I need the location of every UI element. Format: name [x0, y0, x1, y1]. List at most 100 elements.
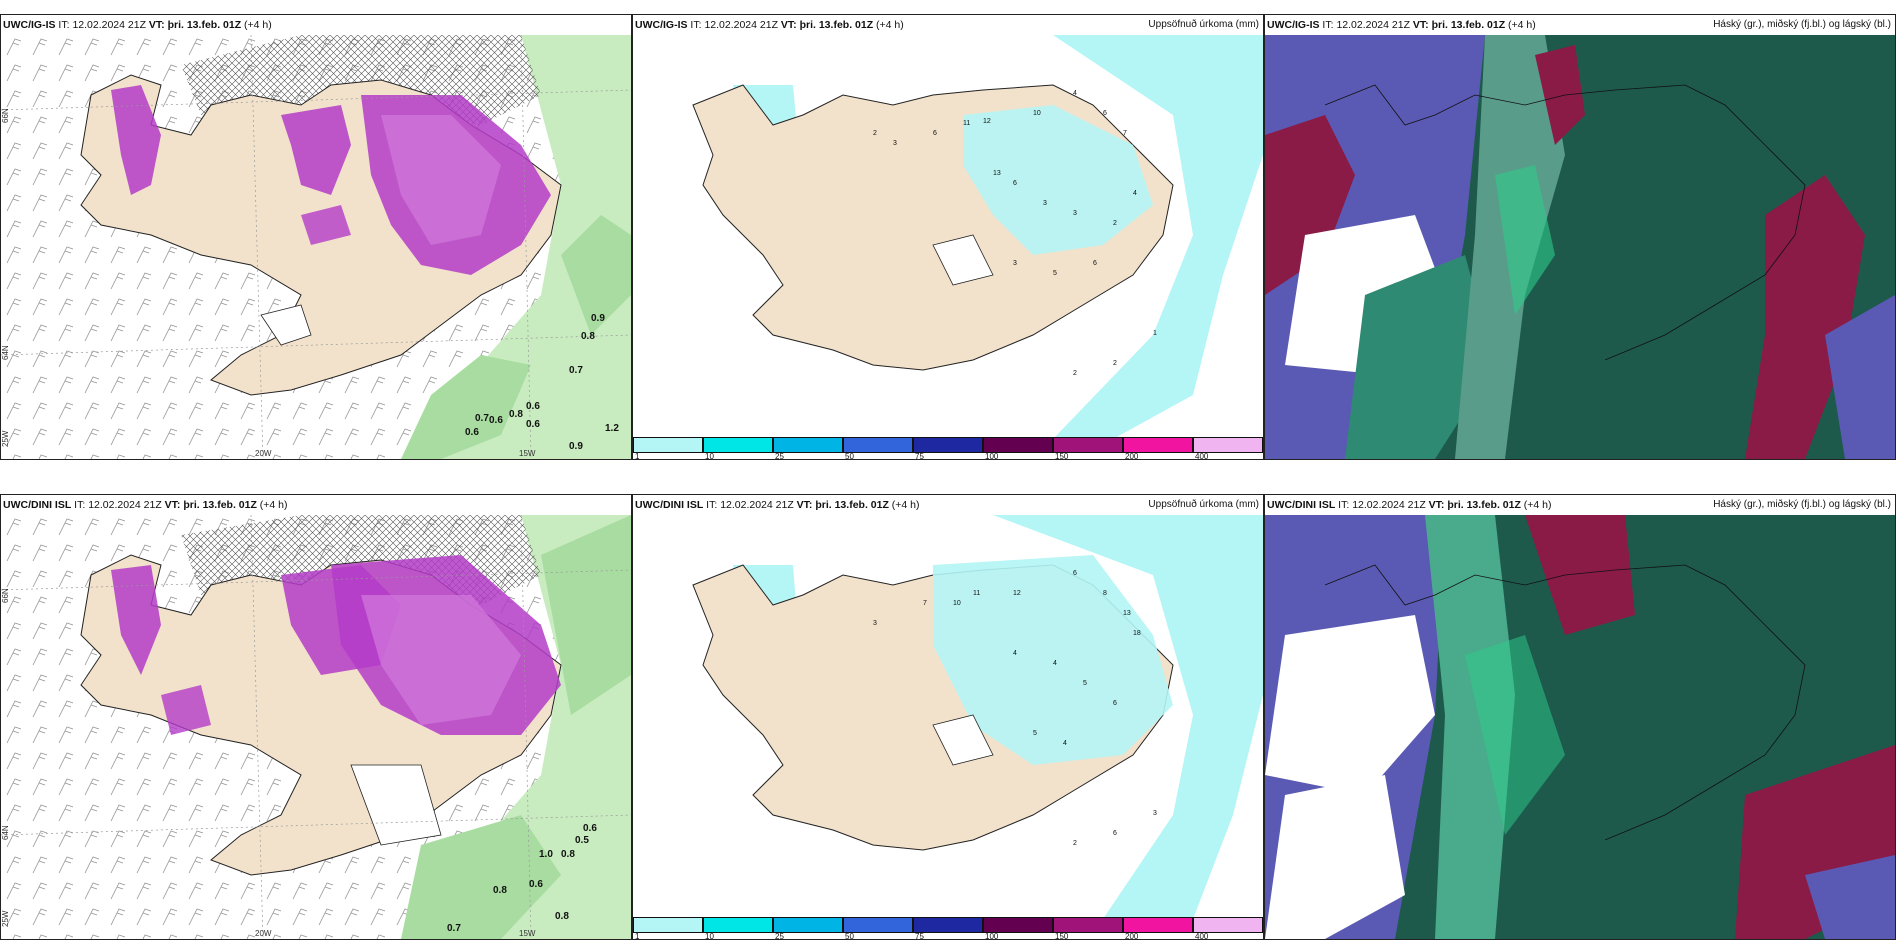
- scale-swatch: [773, 437, 843, 453]
- vt-value: þri. 13.feb. 01Z: [183, 499, 257, 511]
- cloud-cover-map: [1265, 35, 1895, 459]
- scale-swatch: [633, 917, 703, 933]
- value-label: 0.6: [489, 415, 503, 426]
- graticule: [1, 35, 631, 459]
- svg-text:7: 7: [1123, 130, 1127, 137]
- model-name: UWC/IG-IS: [3, 19, 56, 31]
- model-name: UWC/IG-IS: [1267, 19, 1320, 31]
- panel-header: UWC/IG-IS IT: 12.02.2024 21Z VT: þri. 13…: [635, 19, 904, 31]
- snow-wind-panel-ig: UWC/IG-IS IT: 12.02.2024 21Z VT: þri. 13…: [0, 14, 632, 460]
- svg-text:11: 11: [963, 120, 970, 127]
- precipitation-map: 2 3 6 11 12 10 4 6 7 13 6 3 3 2 4 3 5 6 2 2 1: [692, 35, 1263, 439]
- coastline: [1324, 564, 1806, 841]
- svg-text:4: 4: [1013, 650, 1017, 657]
- vt-label: VT:: [796, 499, 813, 511]
- value-label: 0.6: [526, 401, 540, 412]
- precipitation-map: 3 7 10 11 12 6 8 13 18 4 4 5 6 5 4 2 6 3: [692, 515, 1263, 919]
- svg-text:1: 1: [1153, 330, 1157, 337]
- scale-tick-label: 100: [985, 932, 999, 940]
- svg-text:4: 4: [1073, 90, 1077, 97]
- cloud-cover-panel-ig: UWC/IG-IS IT: 12.02.2024 21Z VT: þri. 13…: [1264, 14, 1896, 460]
- vt-label: VT:: [164, 499, 181, 511]
- svg-text:2: 2: [1113, 220, 1117, 227]
- value-label: 0.7: [447, 923, 461, 934]
- scale-tick-label: 10: [705, 452, 714, 460]
- scale-tick-label: 200: [1125, 932, 1139, 940]
- precipitation-panel-dini: UWC/DINI ISL IT: 12.02.2024 21Z VT: þri.…: [632, 494, 1264, 940]
- svg-text:2: 2: [1073, 370, 1077, 377]
- panel-header: UWC/IG-IS IT: 12.02.2024 21Z VT: þri. 13…: [1267, 19, 1536, 31]
- scale-swatch: [1193, 917, 1263, 933]
- scale-swatch: [1123, 917, 1193, 933]
- svg-text:3: 3: [1073, 210, 1077, 217]
- svg-text:13: 13: [1123, 610, 1131, 617]
- lat-label: 66N: [1, 588, 10, 603]
- svg-text:2: 2: [1073, 840, 1077, 847]
- it-label: IT:: [706, 499, 718, 511]
- value-labels: 0.6 0.5 1.0 0.8 0.6 0.8 0.8 0.7: [447, 823, 597, 934]
- lead-time: (+4 h): [1523, 499, 1552, 511]
- svg-text:5: 5: [1033, 730, 1037, 737]
- panel-title: Uppsöfnuð úrkoma (mm): [1148, 19, 1259, 30]
- lat-label: 66N: [1, 108, 10, 123]
- lead-time: (+4 h): [876, 19, 904, 31]
- svg-text:4: 4: [1133, 190, 1137, 197]
- model-name: UWC/DINI ISL: [1267, 499, 1336, 511]
- model-name: UWC/IG-IS: [635, 19, 688, 31]
- scale-swatch: [913, 917, 983, 933]
- svg-text:18: 18: [1133, 630, 1141, 637]
- value-label: 0.6: [465, 427, 479, 438]
- svg-text:11: 11: [973, 590, 980, 597]
- vt-label: VT:: [780, 19, 797, 31]
- graticule: [1, 515, 631, 939]
- scale-tick-label: 100: [985, 452, 999, 460]
- precipitation-panel-ig: UWC/IG-IS IT: 12.02.2024 21Z VT: þri. 13…: [632, 14, 1264, 460]
- value-label: 0.9: [591, 313, 605, 324]
- model-name: UWC/DINI ISL: [3, 499, 72, 511]
- lat-label: 64N: [1, 825, 10, 840]
- svg-text:6: 6: [1113, 700, 1117, 707]
- value-label: 1.0: [539, 849, 553, 860]
- scale-swatch: [633, 437, 703, 453]
- svg-text:4: 4: [1063, 740, 1067, 747]
- vt-value: þri. 13.feb. 01Z: [1431, 19, 1506, 31]
- svg-text:5: 5: [1053, 270, 1057, 277]
- scale-tick-label: 1: [635, 932, 640, 940]
- lead-time: (+4 h): [244, 19, 272, 31]
- panel-header: UWC/IG-IS IT: 12.02.2024 21Z VT: þri. 13…: [3, 19, 272, 31]
- scale-swatch: [1053, 437, 1123, 453]
- svg-text:3: 3: [1013, 260, 1017, 267]
- panel-header: UWC/DINI ISL IT: 12.02.2024 21Z VT: þri.…: [3, 499, 288, 511]
- svg-text:6: 6: [1103, 110, 1107, 117]
- svg-text:6: 6: [1113, 830, 1117, 837]
- lat-label: 64N: [1, 345, 10, 360]
- it-value: 12.02.2024 21Z: [88, 499, 162, 511]
- value-label: 0.8: [581, 331, 595, 342]
- lead-time: (+4 h): [259, 499, 288, 511]
- scale-tick-label: 75: [915, 452, 924, 460]
- cloud-cover-panel-dini: UWC/DINI ISL IT: 12.02.2024 21Z VT: þri.…: [1264, 494, 1896, 940]
- lon-label: 15W: [519, 929, 536, 938]
- value-label: 0.8: [561, 849, 575, 860]
- cloud-cover-map: [1265, 515, 1895, 939]
- it-label: IT:: [1322, 19, 1334, 31]
- value-label: 0.6: [529, 879, 543, 890]
- scale-swatch: [983, 917, 1053, 933]
- it-label: IT:: [58, 19, 70, 31]
- scale-tick-label: 400: [1195, 452, 1209, 460]
- scale-tick-label: 400: [1195, 932, 1209, 940]
- it-value: 12.02.2024 21Z: [72, 19, 146, 31]
- panel-header: UWC/DINI ISL IT: 12.02.2024 21Z VT: þri.…: [1267, 499, 1552, 511]
- scale-tick-label: 200: [1125, 452, 1139, 460]
- value-label: 1.2: [605, 423, 619, 434]
- scale-swatch: [1193, 437, 1263, 453]
- scale-tick-label: 150: [1055, 452, 1069, 460]
- value-label: 0.9: [569, 441, 583, 452]
- scale-swatch: [843, 437, 913, 453]
- value-labels: 0.9 0.8 0.7 0.6 0.7 0.6 0.8 0.6 0.6 0.9 …: [465, 313, 619, 452]
- scale-swatch: [843, 917, 913, 933]
- coastline: [1324, 84, 1806, 361]
- svg-text:10: 10: [1033, 110, 1041, 117]
- it-label: IT:: [690, 19, 702, 31]
- panel-title: Uppsöfnuð úrkoma (mm): [1148, 499, 1259, 510]
